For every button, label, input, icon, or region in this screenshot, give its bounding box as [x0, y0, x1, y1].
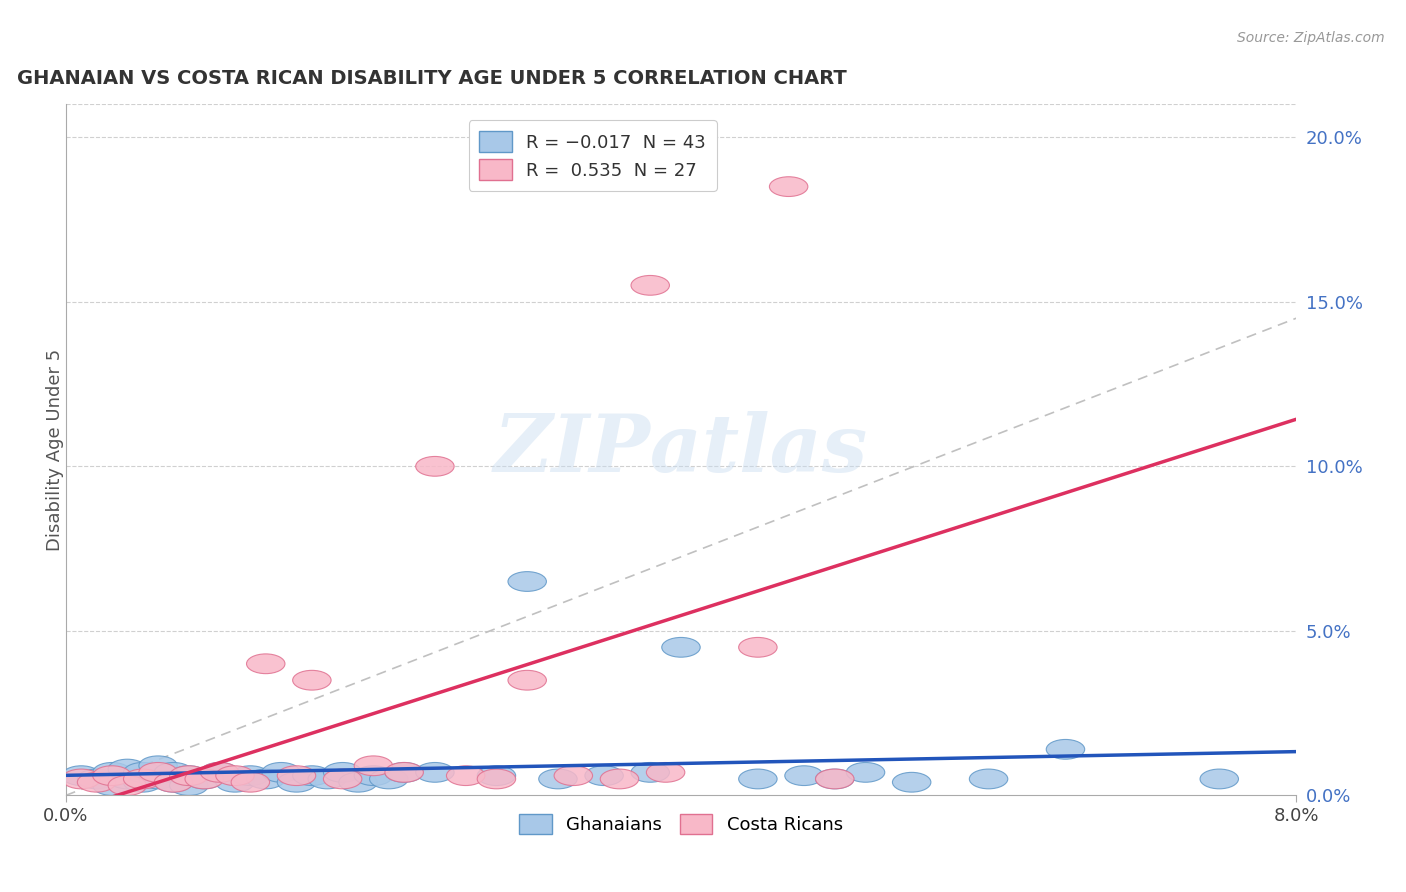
Ellipse shape — [662, 638, 700, 657]
Ellipse shape — [846, 763, 884, 782]
Ellipse shape — [201, 763, 239, 782]
Ellipse shape — [477, 766, 516, 786]
Ellipse shape — [93, 763, 131, 782]
Ellipse shape — [308, 769, 346, 789]
Ellipse shape — [108, 769, 146, 789]
Ellipse shape — [631, 763, 669, 782]
Ellipse shape — [631, 276, 669, 295]
Ellipse shape — [508, 671, 547, 690]
Ellipse shape — [139, 763, 177, 782]
Ellipse shape — [155, 772, 193, 792]
Ellipse shape — [385, 763, 423, 782]
Ellipse shape — [108, 776, 146, 796]
Ellipse shape — [124, 763, 162, 782]
Ellipse shape — [170, 766, 208, 786]
Ellipse shape — [77, 769, 115, 789]
Ellipse shape — [62, 766, 100, 786]
Ellipse shape — [170, 776, 208, 796]
Text: ZIP​atlas: ZIP​atlas — [494, 411, 868, 489]
Ellipse shape — [124, 769, 162, 789]
Ellipse shape — [647, 763, 685, 782]
Ellipse shape — [139, 756, 177, 776]
Ellipse shape — [292, 671, 330, 690]
Ellipse shape — [201, 763, 239, 782]
Ellipse shape — [416, 763, 454, 782]
Ellipse shape — [170, 766, 208, 786]
Y-axis label: Disability Age Under 5: Disability Age Under 5 — [46, 349, 63, 551]
Ellipse shape — [893, 772, 931, 792]
Ellipse shape — [769, 177, 808, 196]
Ellipse shape — [447, 766, 485, 786]
Ellipse shape — [738, 638, 778, 657]
Ellipse shape — [508, 572, 547, 591]
Ellipse shape — [93, 766, 131, 786]
Ellipse shape — [108, 759, 146, 779]
Ellipse shape — [246, 654, 285, 673]
Ellipse shape — [785, 766, 824, 786]
Ellipse shape — [585, 766, 623, 786]
Ellipse shape — [246, 769, 285, 789]
Ellipse shape — [1201, 769, 1239, 789]
Ellipse shape — [815, 769, 853, 789]
Ellipse shape — [354, 756, 392, 776]
Text: GHANAIAN VS COSTA RICAN DISABILITY AGE UNDER 5 CORRELATION CHART: GHANAIAN VS COSTA RICAN DISABILITY AGE U… — [17, 69, 846, 87]
Ellipse shape — [93, 776, 131, 796]
Ellipse shape — [231, 766, 270, 786]
Ellipse shape — [77, 772, 115, 792]
Ellipse shape — [323, 763, 361, 782]
Ellipse shape — [538, 769, 578, 789]
Ellipse shape — [815, 769, 853, 789]
Ellipse shape — [323, 769, 361, 789]
Ellipse shape — [231, 772, 270, 792]
Ellipse shape — [155, 772, 193, 792]
Ellipse shape — [339, 772, 377, 792]
Ellipse shape — [292, 766, 330, 786]
Ellipse shape — [416, 457, 454, 476]
Ellipse shape — [215, 772, 254, 792]
Ellipse shape — [277, 766, 316, 786]
Ellipse shape — [139, 769, 177, 789]
Ellipse shape — [554, 766, 592, 786]
Ellipse shape — [186, 769, 224, 789]
Ellipse shape — [215, 766, 254, 786]
Ellipse shape — [738, 769, 778, 789]
Ellipse shape — [124, 772, 162, 792]
Ellipse shape — [477, 769, 516, 789]
Ellipse shape — [354, 766, 392, 786]
Text: Source: ZipAtlas.com: Source: ZipAtlas.com — [1237, 31, 1385, 45]
Ellipse shape — [600, 769, 638, 789]
Ellipse shape — [155, 763, 193, 782]
Ellipse shape — [277, 772, 316, 792]
Ellipse shape — [262, 763, 301, 782]
Ellipse shape — [370, 769, 408, 789]
Ellipse shape — [1046, 739, 1084, 759]
Ellipse shape — [62, 769, 100, 789]
Ellipse shape — [186, 769, 224, 789]
Ellipse shape — [385, 763, 423, 782]
Ellipse shape — [969, 769, 1008, 789]
Legend: Ghanaians, Costa Ricans: Ghanaians, Costa Ricans — [512, 806, 851, 842]
